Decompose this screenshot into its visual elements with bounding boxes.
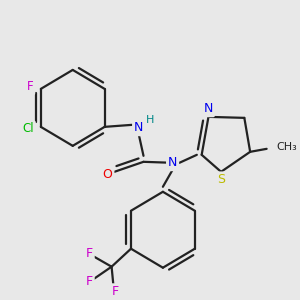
Text: F: F xyxy=(27,80,34,93)
Text: Cl: Cl xyxy=(22,122,34,135)
Text: O: O xyxy=(103,168,112,181)
Text: CH₃: CH₃ xyxy=(276,142,297,152)
Text: S: S xyxy=(217,173,225,186)
Text: F: F xyxy=(86,247,93,260)
Text: N: N xyxy=(168,156,177,169)
Text: F: F xyxy=(86,275,93,288)
Text: N: N xyxy=(204,102,213,116)
Text: F: F xyxy=(112,285,119,298)
Text: N: N xyxy=(134,122,143,134)
Text: H: H xyxy=(146,115,154,125)
